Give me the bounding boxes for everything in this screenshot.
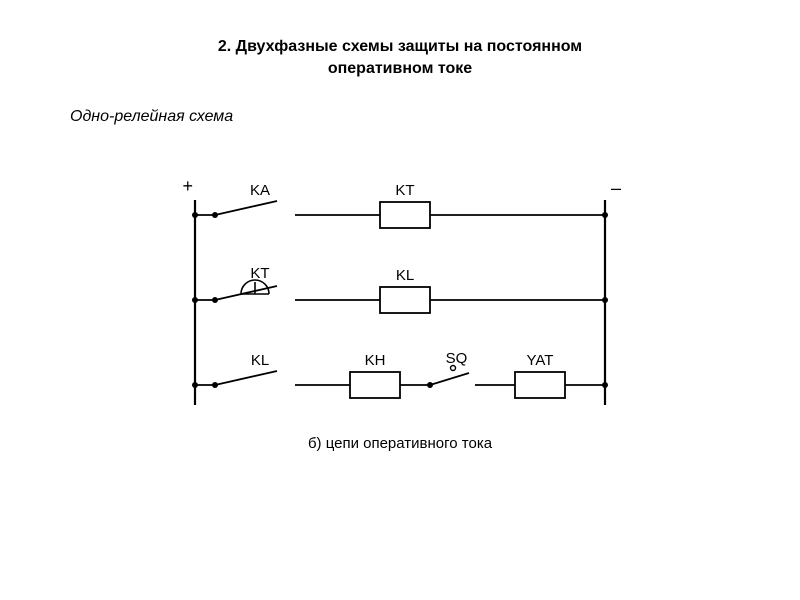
svg-text:KH: KH bbox=[365, 352, 386, 369]
circuit-diagram: + – KA KT KT KL KL KH SQ YAT bbox=[175, 170, 625, 470]
svg-text:SQ: SQ bbox=[446, 350, 468, 367]
svg-text:+: + bbox=[182, 176, 193, 196]
svg-text:–: – bbox=[611, 178, 621, 198]
title: 2. Двухфазные схемы защиты на постоянном… bbox=[0, 36, 800, 79]
svg-text:YAT: YAT bbox=[527, 352, 554, 369]
svg-text:KA: KA bbox=[250, 182, 270, 199]
title-line-2: оперативном токе bbox=[328, 60, 472, 77]
caption: б) цепи оперативного тока bbox=[0, 435, 800, 452]
subtitle: Одно-релейная схема bbox=[70, 108, 233, 126]
svg-text:KL: KL bbox=[396, 267, 414, 284]
page: 2. Двухфазные схемы защиты на постоянном… bbox=[0, 0, 800, 600]
svg-text:KL: KL bbox=[251, 352, 269, 369]
svg-text:KT: KT bbox=[250, 265, 269, 282]
svg-text:KT: KT bbox=[395, 182, 414, 199]
title-line-1: 2. Двухфазные схемы защиты на постоянном bbox=[218, 38, 582, 55]
